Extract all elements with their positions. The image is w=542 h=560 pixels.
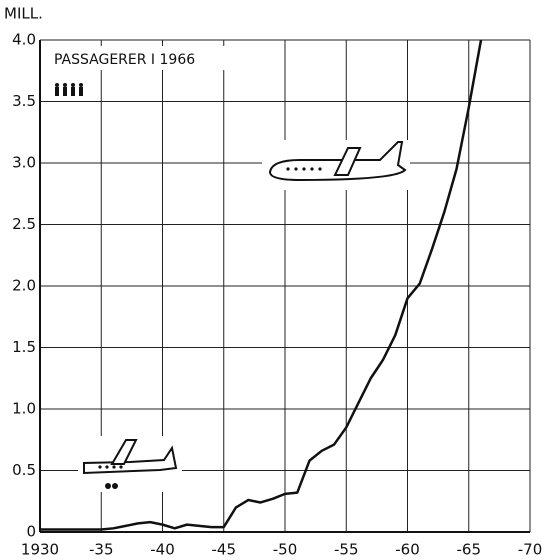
- data-line: [40, 39, 483, 531]
- y-tick-label: 3.0: [12, 154, 36, 172]
- airliner-icon: [262, 140, 410, 190]
- x-tick-label: -55: [334, 541, 359, 559]
- y-tick-label: 3.5: [12, 92, 36, 110]
- icon-window: [112, 465, 116, 469]
- y-tick-label: 0: [26, 523, 36, 541]
- x-tick-label: -70: [518, 541, 542, 559]
- icon-window: [119, 465, 123, 469]
- y-tick-label: 4.0: [12, 31, 36, 49]
- icon-wheel: [112, 483, 118, 489]
- icon-window: [286, 167, 290, 171]
- grid: [39, 39, 531, 533]
- y-tick-label: 0.5: [12, 461, 36, 479]
- icon-window: [105, 465, 109, 469]
- y-axis-label: MILL.: [4, 5, 43, 23]
- people-icon: [54, 82, 88, 98]
- icon-wing: [110, 439, 138, 465]
- y-tick-label: 2.5: [12, 215, 36, 233]
- icon-wheel: [105, 483, 111, 489]
- y-tick-label: 1.0: [12, 400, 36, 418]
- icon-window: [302, 167, 306, 171]
- x-tick-label: -45: [212, 541, 237, 559]
- x-tick-label: 1930: [21, 541, 59, 559]
- x-tick-label: -40: [150, 541, 175, 559]
- icon-window: [294, 167, 298, 171]
- icon-window: [310, 167, 314, 171]
- y-tick-label: 1.5: [12, 338, 36, 356]
- y-tick-label: 2.0: [12, 277, 36, 295]
- x-tick-label: -65: [457, 541, 482, 559]
- x-tick-label: -35: [89, 541, 114, 559]
- old-plane-icon: [78, 436, 182, 492]
- annotation: PASSAGERER I 1966: [54, 52, 195, 68]
- x-tick-label: -60: [395, 541, 420, 559]
- icon-wing: [333, 147, 362, 176]
- annotation-bg: [50, 46, 240, 70]
- icon-window: [318, 167, 322, 171]
- x-tick-label: -50: [273, 541, 298, 559]
- icon-window: [98, 465, 102, 469]
